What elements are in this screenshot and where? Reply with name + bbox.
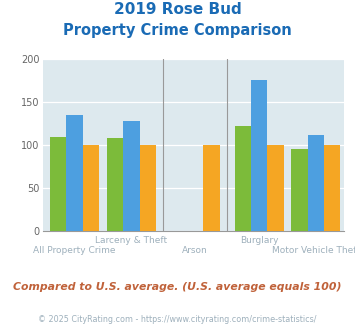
Text: © 2025 CityRating.com - https://www.cityrating.com/crime-statistics/: © 2025 CityRating.com - https://www.city… bbox=[38, 315, 317, 324]
Bar bbox=[267, 145, 284, 231]
Text: Compared to U.S. average. (U.S. average equals 100): Compared to U.S. average. (U.S. average … bbox=[13, 282, 342, 292]
Legend: Rose Bud, Arkansas, National: Rose Bud, Arkansas, National bbox=[45, 326, 342, 330]
Text: Burglary: Burglary bbox=[240, 236, 278, 245]
Bar bbox=[66, 115, 83, 231]
Text: Arson: Arson bbox=[182, 246, 208, 255]
Bar bbox=[50, 137, 66, 231]
Bar bbox=[83, 145, 99, 231]
Bar bbox=[235, 126, 251, 231]
Bar bbox=[123, 121, 140, 231]
Bar bbox=[203, 145, 220, 231]
Bar bbox=[324, 145, 340, 231]
Text: Property Crime Comparison: Property Crime Comparison bbox=[63, 23, 292, 38]
Bar bbox=[251, 80, 267, 231]
Text: All Property Crime: All Property Crime bbox=[33, 246, 116, 255]
Bar bbox=[308, 135, 324, 231]
Text: Motor Vehicle Theft: Motor Vehicle Theft bbox=[272, 246, 355, 255]
Bar bbox=[291, 148, 308, 231]
Bar bbox=[140, 145, 156, 231]
Bar bbox=[107, 138, 123, 231]
Text: 2019 Rose Bud: 2019 Rose Bud bbox=[114, 2, 241, 16]
Text: Larceny & Theft: Larceny & Theft bbox=[95, 236, 168, 245]
